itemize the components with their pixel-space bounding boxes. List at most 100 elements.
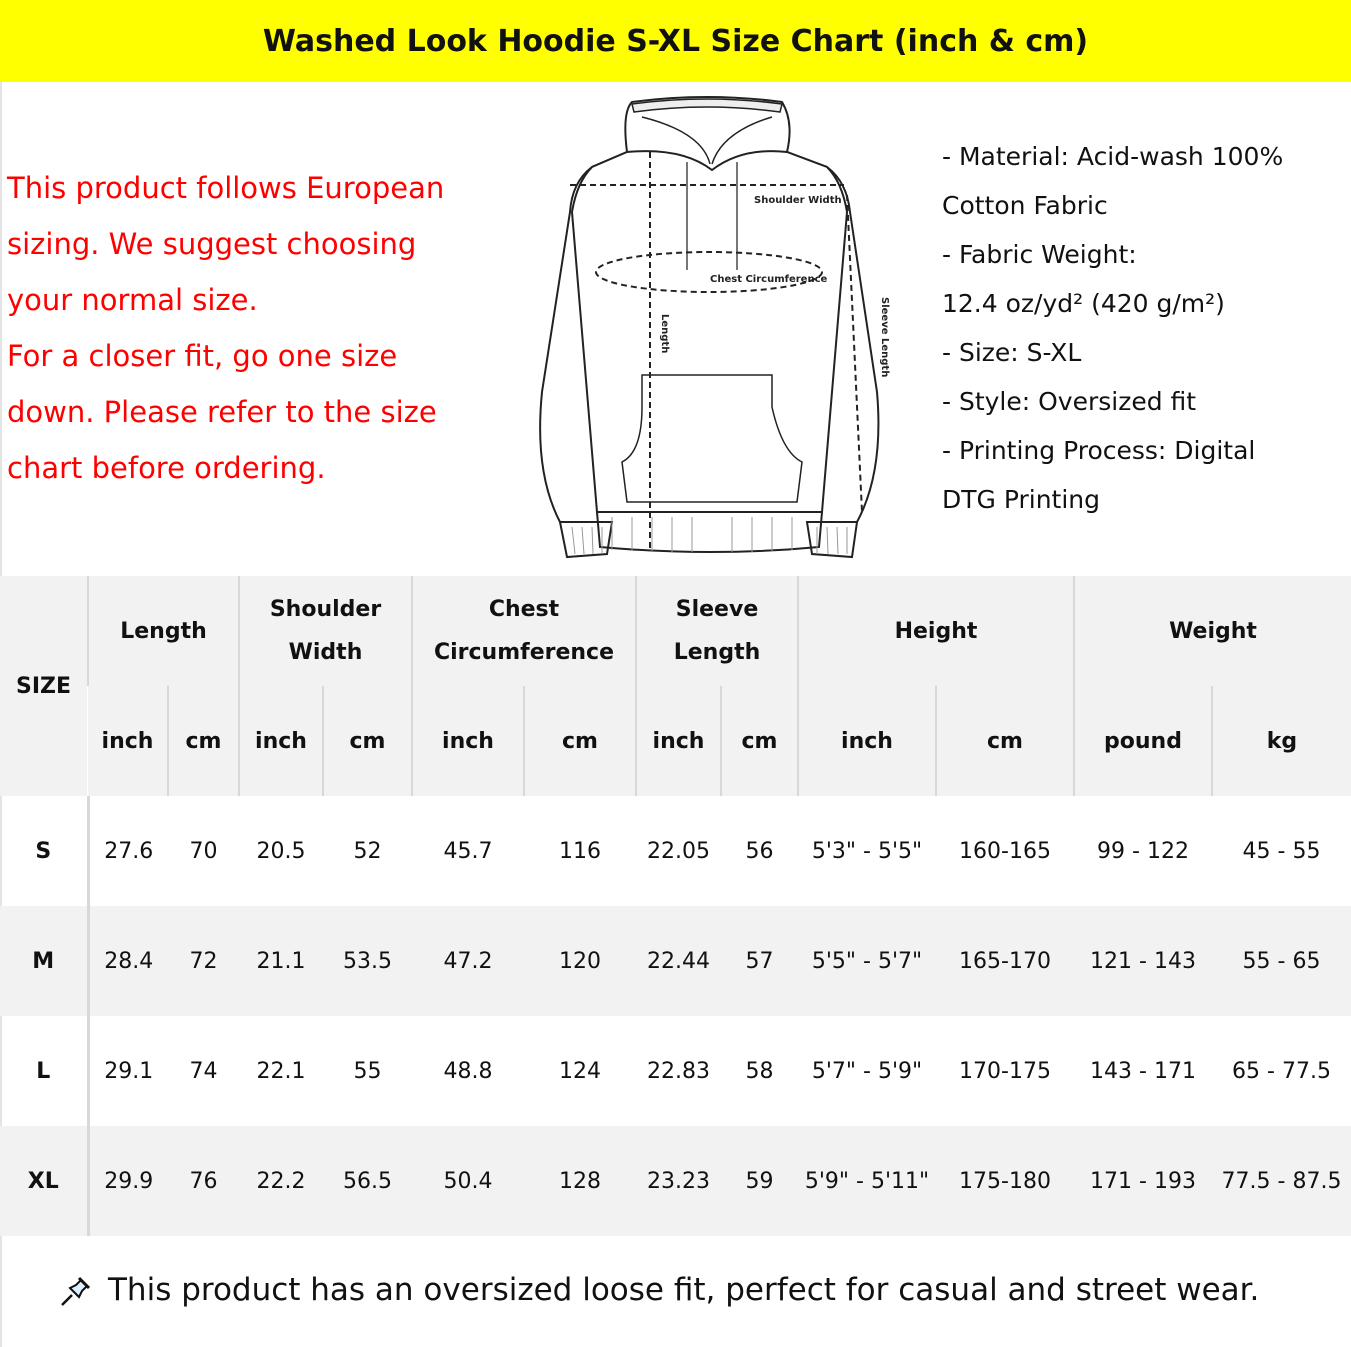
- length-label: Length: [659, 314, 670, 353]
- group-header: Chest Circumference: [411, 576, 636, 686]
- value-cell: 52: [353, 838, 382, 864]
- value-cell: 23.23: [636, 1126, 721, 1236]
- value-cell: 128: [524, 1126, 636, 1236]
- value-cell: 165-170: [936, 906, 1074, 1016]
- shoulder-width-label: Shoulder Width: [754, 195, 842, 206]
- spec-line: - Size: S-XL: [942, 338, 1082, 367]
- spec-line: 12.4 oz/yd² (420 g/m²): [942, 289, 1225, 318]
- unit-header: inch: [238, 686, 323, 796]
- value-cell: 99 - 122: [1097, 838, 1189, 864]
- group-header: Height: [797, 576, 1074, 686]
- value-cell: 55 - 65: [1212, 906, 1351, 1016]
- value-cell: 58: [745, 1058, 774, 1084]
- value-cell: 50.4: [412, 1126, 524, 1236]
- value-cell: 5'9" - 5'11": [798, 1126, 936, 1236]
- value-cell: 53.5: [323, 906, 412, 1016]
- footer-text: This product has an oversized loose fit,…: [108, 1272, 1260, 1308]
- unit-header: cm: [935, 686, 1074, 796]
- note-line: This product follows European: [7, 171, 445, 205]
- table-row: L 29.1 74 22.1 55 48.8 124 22.83 58 5'7" - 5'9" 17…: [0, 1016, 1351, 1126]
- value-cell: 59: [721, 1126, 798, 1236]
- value-cell: 47.2: [412, 906, 524, 1016]
- note-line: chart before ordering.: [7, 451, 326, 485]
- value-cell: 29.1: [104, 1058, 154, 1084]
- size-cell: XL: [0, 1126, 90, 1236]
- note-line: your normal size.: [7, 283, 258, 317]
- value-cell: 5'5" - 5'7": [798, 906, 936, 1016]
- value-cell: 22.44: [636, 906, 721, 1016]
- value-cell: 22.05: [647, 838, 710, 864]
- product-specs: - Material: Acid-wash 100% Cotton Fabric…: [942, 132, 1342, 524]
- table-row: M 28.4 72 21.1 53.5 47.2 120 22.44 57 5'5" - 5'7"…: [0, 906, 1351, 1016]
- value-cell: 48.8: [443, 1058, 493, 1084]
- value-cell: 77.5 - 87.5: [1212, 1126, 1351, 1236]
- unit-header: inch: [797, 686, 936, 796]
- spec-line: - Printing Process: Digital: [942, 436, 1256, 465]
- spec-line: - Fabric Weight:: [942, 240, 1137, 269]
- value-cell: 116: [559, 838, 601, 864]
- value-cell: 170-175: [959, 1058, 1051, 1084]
- hoodie-diagram: Shoulder Width Chest Circumference Lengt…: [539, 96, 890, 559]
- value-cell: 45 - 55: [1242, 838, 1321, 864]
- spec-line: Cotton Fabric: [942, 191, 1108, 220]
- value-cell: 22.1: [256, 1058, 306, 1084]
- table-row: XL 29.9 76 22.2 56.5 50.4 128 23.23 59 5'9" - 5'1…: [0, 1126, 1351, 1236]
- unit-header: pound: [1073, 686, 1212, 796]
- footer-note: This product has an oversized loose fit,…: [60, 1262, 1340, 1318]
- spec-line: DTG Printing: [942, 485, 1101, 514]
- table-row: S 27.6 70 20.5 52 45.7 116 22.05 56 5'3" - 5'5" 16…: [0, 796, 1351, 906]
- group-header: Weight: [1073, 576, 1351, 686]
- spec-line: - Style: Oversized fit: [942, 387, 1197, 416]
- chest-circumference-label: Chest Circumference: [710, 274, 828, 285]
- group-header: Sleeve Length: [635, 576, 798, 686]
- value-cell: 55: [353, 1058, 382, 1084]
- value-cell: 56.5: [323, 1126, 412, 1236]
- unit-header: inch: [88, 686, 168, 796]
- value-cell: 28.4: [88, 906, 168, 1016]
- value-cell: 74: [189, 1058, 218, 1084]
- value-cell: 20.5: [256, 838, 306, 864]
- note-line: down. Please refer to the size: [7, 395, 437, 429]
- size-cell: S: [0, 796, 90, 906]
- spec-line: - Material: Acid-wash 100%: [942, 142, 1284, 171]
- size-cell: L: [0, 1016, 90, 1126]
- sizing-note: This product follows European sizing. We…: [7, 160, 527, 496]
- value-cell: 76: [168, 1126, 239, 1236]
- unit-header: cm: [720, 686, 798, 796]
- value-cell: 175-180: [936, 1126, 1074, 1236]
- value-cell: 160-165: [959, 838, 1051, 864]
- value-cell: 22.2: [239, 1126, 323, 1236]
- size-header: SIZE: [0, 576, 88, 796]
- value-cell: 120: [524, 906, 636, 1016]
- value-cell: 124: [559, 1058, 601, 1084]
- value-cell: 27.6: [104, 838, 154, 864]
- value-cell: 56: [745, 838, 774, 864]
- value-cell: 5'7" - 5'9": [811, 1058, 923, 1084]
- unit-header: cm: [523, 686, 636, 796]
- sleeve-length-label: Sleeve Length: [879, 297, 890, 377]
- group-header: Shoulder Width: [238, 576, 412, 686]
- unit-header: inch: [635, 686, 721, 796]
- value-cell: 29.9: [88, 1126, 168, 1236]
- group-header: Length: [87, 576, 239, 686]
- note-line: sizing. We suggest choosing: [7, 227, 417, 261]
- unit-header: cm: [322, 686, 412, 796]
- unit-header: kg: [1211, 686, 1351, 796]
- value-cell: 22.83: [647, 1058, 710, 1084]
- pushpin-icon: [61, 1276, 91, 1306]
- note-line: For a closer fit, go one size: [7, 339, 398, 373]
- value-cell: 70: [189, 838, 218, 864]
- value-cell: 143 - 171: [1090, 1058, 1196, 1084]
- unit-header: inch: [411, 686, 524, 796]
- size-cell: M: [0, 906, 90, 1016]
- value-cell: 5'3" - 5'5": [811, 838, 923, 864]
- value-cell: 121 - 143: [1074, 906, 1212, 1016]
- value-cell: 65 - 77.5: [1232, 1058, 1331, 1084]
- value-cell: 21.1: [239, 906, 323, 1016]
- value-cell: 72: [168, 906, 239, 1016]
- value-cell: 45.7: [443, 838, 493, 864]
- value-cell: 171 - 193: [1074, 1126, 1212, 1236]
- page-title: Washed Look Hoodie S-XL Size Chart (inch…: [0, 0, 1351, 82]
- unit-header: cm: [167, 686, 239, 796]
- value-cell: 57: [721, 906, 798, 1016]
